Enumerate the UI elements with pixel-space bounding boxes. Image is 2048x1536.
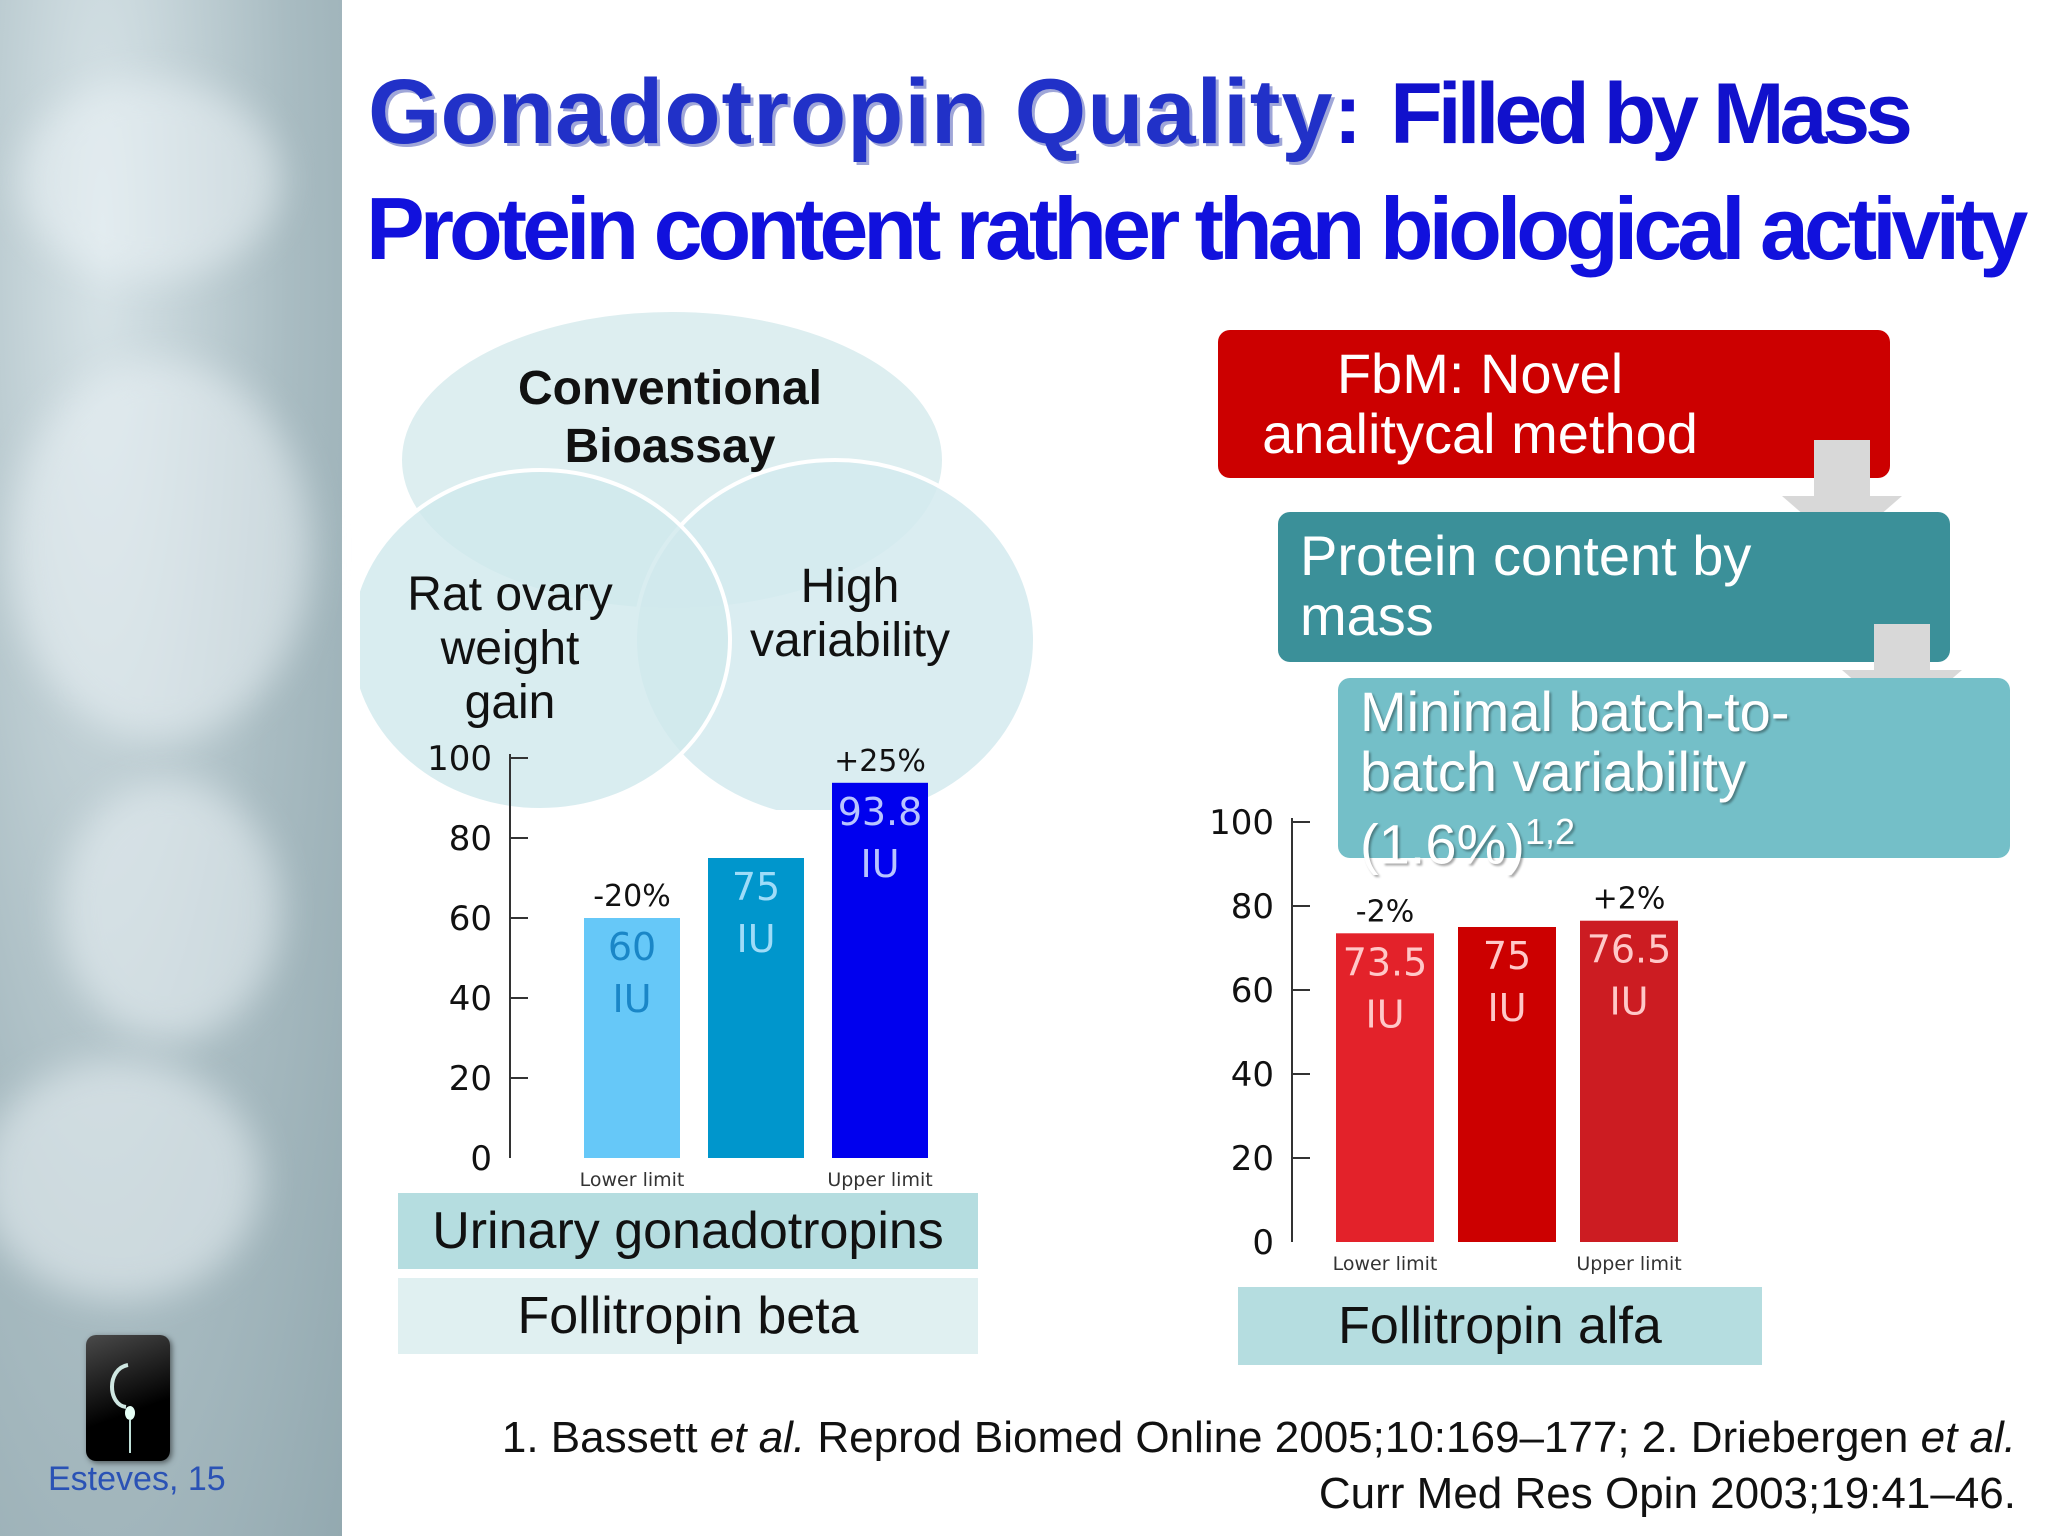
y-tick-label: 0 bbox=[470, 1139, 492, 1179]
bar-value-label: 73.5 bbox=[1343, 940, 1428, 984]
bar bbox=[1336, 933, 1434, 1242]
urinary-chart: 0 20 40 60 80 100 60 IU -20% Lower limit 75 IU 93.8 I… bbox=[427, 739, 933, 1190]
y-tick-label: 100 bbox=[427, 739, 492, 779]
x-category-label: Lower limit bbox=[1333, 1253, 1438, 1275]
title-secondary: Filled by Mass bbox=[1390, 66, 1913, 162]
references: 1. Bassett et al. Reprod Biomed Online 2… bbox=[502, 1410, 2016, 1522]
bar bbox=[584, 918, 680, 1158]
logo bbox=[86, 1335, 170, 1461]
variability-text: Minimal batch-to-batch variability (1.6%… bbox=[1360, 680, 1790, 876]
bar-unit-label: IU bbox=[736, 917, 775, 961]
reference-1-author: 1. Bassett bbox=[501, 1413, 710, 1462]
bar-value-label: 93.8 bbox=[838, 790, 923, 834]
bar-value-label: 60 bbox=[608, 925, 656, 969]
bar-value-label: 76.5 bbox=[1587, 928, 1672, 972]
bar-annotation: -2% bbox=[1356, 894, 1414, 929]
flow-box-variability: Minimal batch-to-batch variability (1.6%… bbox=[1338, 678, 2010, 874]
flow-box-variability-text: Minimal batch-to-batch variability (1.6%… bbox=[1360, 682, 1860, 875]
flow-box-protein-text: Protein content by mass bbox=[1300, 524, 1752, 647]
author-credit: Esteves, 15 bbox=[48, 1460, 226, 1498]
follitropin-beta-label: Follitropin beta bbox=[398, 1278, 978, 1354]
y-tick-label: 80 bbox=[1231, 887, 1274, 927]
reference-superscript: 1,2 bbox=[1524, 811, 1575, 852]
follitropin-alfa-chart: 0 20 40 60 80 100 73.5 IU -2% Lower limit 75 IU 76.5… bbox=[1209, 803, 1682, 1275]
slide-title: Gonadotropin Quality: Filled by Mass bbox=[368, 60, 1913, 165]
venn-circle-left bbox=[360, 468, 732, 810]
title-colon: : bbox=[1333, 66, 1363, 162]
bar-value-label: 75 bbox=[1483, 934, 1531, 978]
reference-1-source: Reprod Biomed Online 2005;10:169–177; 2.… bbox=[805, 1413, 1921, 1462]
y-tick-label: 60 bbox=[1231, 971, 1274, 1011]
bar-unit-label: IU bbox=[1609, 980, 1648, 1024]
reference-1-etal: et al. bbox=[709, 1413, 806, 1462]
reference-line-2: Curr Med Res Opin 2003;19:41–46. bbox=[1318, 1469, 2016, 1518]
y-tick-label: 100 bbox=[1209, 803, 1274, 843]
venn-label-top: Conventional Bioassay bbox=[517, 362, 822, 473]
flow-box-fbm-text: FbM: Novel analitycal method bbox=[1262, 342, 1698, 465]
bar-value-label: 75 bbox=[732, 865, 780, 909]
bar-unit-label: IU bbox=[1365, 992, 1404, 1036]
y-tick-label: 20 bbox=[1231, 1139, 1274, 1179]
bar-annotation: +25% bbox=[834, 744, 926, 779]
y-tick-label: 80 bbox=[449, 819, 492, 859]
bar-annotation: +2% bbox=[1593, 882, 1666, 917]
sperm-logo-icon bbox=[110, 1363, 135, 1453]
bar bbox=[1458, 927, 1556, 1242]
x-category-label: Upper limit bbox=[827, 1169, 932, 1190]
slide-subtitle: Protein content rather than biological a… bbox=[366, 179, 2028, 278]
bar bbox=[708, 858, 804, 1158]
flow-box-fbm: FbM: Novel analitycal method bbox=[1218, 330, 1890, 478]
urinary-label: Urinary gonadotropins bbox=[398, 1193, 978, 1269]
follitropin-alfa-label: Follitropin alfa bbox=[1238, 1287, 1762, 1365]
title-main: Gonadotropin Quality bbox=[368, 61, 1334, 163]
decorative-sidebar bbox=[0, 0, 342, 1536]
venn-label-left: Rat ovary weight gain bbox=[407, 568, 613, 729]
x-category-label: Lower limit bbox=[580, 1169, 685, 1190]
x-category-label: Upper limit bbox=[1576, 1253, 1681, 1275]
flow-box-protein: Protein content by mass bbox=[1278, 512, 1950, 662]
bar-unit-label: IU bbox=[612, 977, 651, 1021]
reference-line-1: 1. Bassett et al. Reprod Biomed Online 2… bbox=[502, 1410, 2016, 1466]
y-tick-label: 60 bbox=[449, 899, 492, 939]
venn-diagram: Conventional Bioassay Rat ovary weight g… bbox=[360, 310, 1040, 810]
venn-circles bbox=[360, 310, 1037, 810]
reference-2-etal: et al. bbox=[1920, 1413, 2016, 1462]
y-tick-label: 0 bbox=[1252, 1223, 1274, 1263]
bar-unit-label: IU bbox=[860, 842, 899, 886]
bar-annotation: -20% bbox=[593, 879, 671, 914]
y-tick-label: 40 bbox=[449, 979, 492, 1019]
bar bbox=[832, 782, 928, 1158]
bar-unit-label: IU bbox=[1487, 986, 1526, 1030]
y-tick-label: 20 bbox=[449, 1059, 492, 1099]
y-tick-label: 40 bbox=[1231, 1055, 1274, 1095]
venn-label-right: High variability bbox=[749, 560, 951, 667]
bar bbox=[1580, 920, 1678, 1242]
